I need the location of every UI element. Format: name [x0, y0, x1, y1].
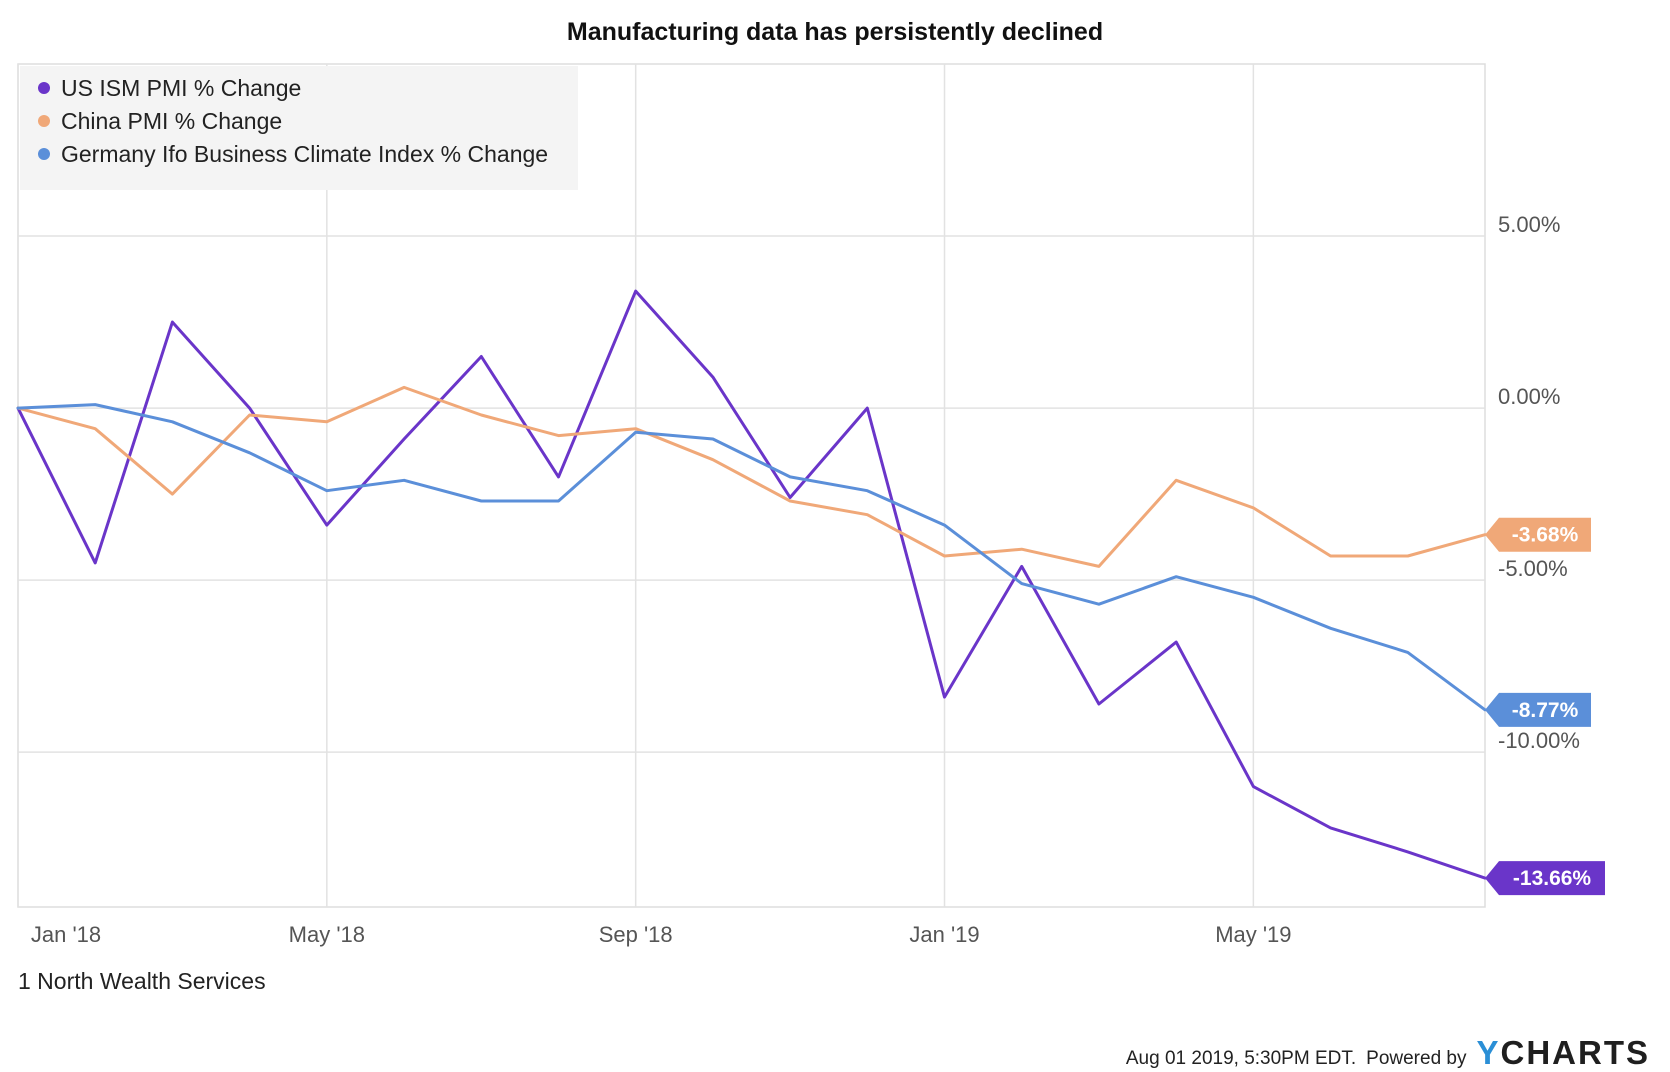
end-label-text: -8.77%: [1512, 699, 1579, 722]
series-end-labels: -13.66% -3.68% -8.77%: [1485, 517, 1605, 896]
ycharts-logo-rest: CHARTS: [1500, 1034, 1650, 1071]
y-axis-ticks: 5.00% 0.00% -5.00% -10.00%: [1498, 212, 1580, 753]
series-line-1: [16, 385, 1487, 568]
line-chart: Manufacturing data has persistently decl…: [16, 18, 1605, 947]
powered-by-label: Powered by: [1366, 1048, 1467, 1069]
legend-box: [20, 66, 578, 190]
timestamp: Aug 01 2019, 5:30PM EDT.: [1125, 1048, 1357, 1069]
y-tick-label: 5.00%: [1498, 212, 1560, 237]
legend-label: US ISM PMI % Change: [61, 75, 301, 101]
legend-marker: [38, 115, 50, 127]
plot-area-border: [17, 63, 1486, 908]
y-tick-label: -5.00%: [1498, 556, 1568, 581]
ycharts-logo: YCHARTS: [1476, 1034, 1650, 1072]
source-credit: 1 North Wealth Services: [18, 968, 266, 994]
x-tick-label: Sep '18: [599, 922, 673, 947]
legend-marker: [38, 148, 50, 160]
series-line-0: [16, 289, 1487, 880]
series-lines: [16, 289, 1487, 880]
x-tick-label: May '18: [289, 922, 365, 947]
end-label-tag: [1485, 517, 1591, 552]
series-line-2: [16, 403, 1487, 712]
end-label-tag: [1485, 692, 1591, 727]
legend-marker: [38, 82, 50, 94]
legend: US ISM PMI % Change China PMI % Change Ger…: [20, 66, 578, 190]
footer-attribution: Aug 01 2019, 5:30PM EDT. Powered by YCHA…: [1126, 1034, 1650, 1072]
grid-lines: [17, 64, 1485, 907]
x-tick-label: Jan '19: [909, 922, 979, 947]
chart-title: Manufacturing data has persistently decl…: [567, 18, 1103, 46]
end-label-tag: [1485, 861, 1605, 896]
ycharts-logo-y: Y: [1476, 1034, 1501, 1071]
legend-label: China PMI % Change: [61, 108, 282, 134]
legend-label: Germany Ifo Business Climate Index % Cha…: [61, 141, 548, 167]
x-tick-label: Jan '18: [31, 922, 101, 947]
end-label-text: -13.66%: [1513, 867, 1592, 890]
y-tick-label: -10.00%: [1498, 728, 1580, 753]
end-label-text: -3.68%: [1512, 524, 1579, 547]
y-tick-label: 0.00%: [1498, 384, 1560, 409]
x-axis-ticks: Jan '18 May '18 Sep '18 Jan '19 May '19: [31, 922, 1292, 947]
x-tick-label: May '19: [1215, 922, 1291, 947]
